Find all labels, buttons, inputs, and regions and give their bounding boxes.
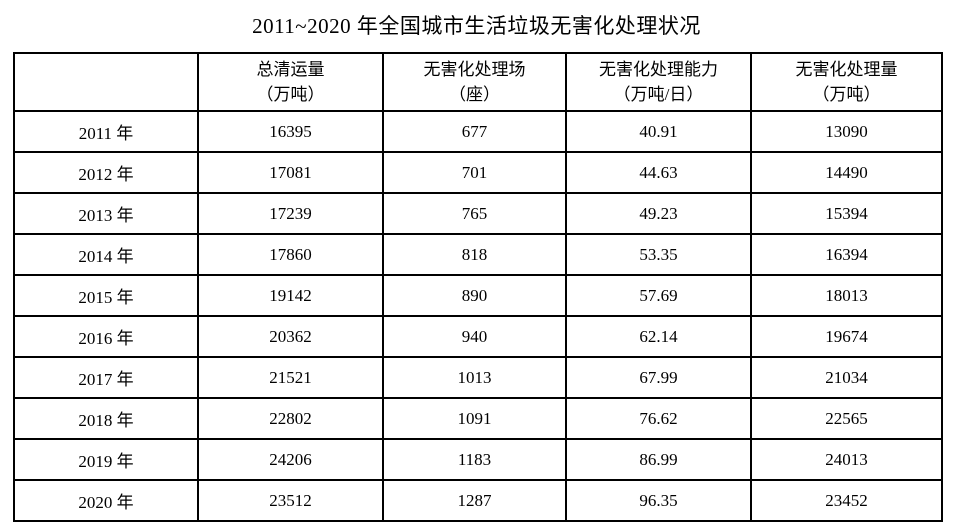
page-title: 2011~2020 年全国城市生活垃圾无害化处理状况 xyxy=(252,14,701,38)
value-cell: 19142 xyxy=(197,274,384,317)
value-cell: 53.35 xyxy=(565,233,752,276)
header-label: 总清运量 xyxy=(256,60,325,79)
header-row: 总清运量 （万吨） 无害化处理场 （座） 无害化处理能力 （万吨/日） 无害化处… xyxy=(13,52,943,112)
value-cell: 24013 xyxy=(750,438,943,481)
value-cell: 23512 xyxy=(197,479,384,522)
header-unit: （万吨/日） xyxy=(613,85,704,104)
table-row: 2012 年 17081 701 44.63 14490 xyxy=(13,151,943,194)
value-cell: 21034 xyxy=(750,356,943,399)
year-cell: 2011 年 xyxy=(13,110,199,153)
value-cell: 20362 xyxy=(197,315,384,358)
header-cell-year xyxy=(13,52,199,112)
table-row: 2020 年 23512 1287 96.35 23452 xyxy=(13,479,943,522)
table-row: 2019 年 24206 1183 86.99 24013 xyxy=(13,438,943,481)
value-cell: 44.63 xyxy=(565,151,752,194)
value-cell: 76.62 xyxy=(565,397,752,440)
year-cell: 2012 年 xyxy=(13,151,199,194)
header-unit: （万吨） xyxy=(256,85,325,104)
year-cell: 2014 年 xyxy=(13,233,199,276)
table-header: 总清运量 （万吨） 无害化处理场 （座） 无害化处理能力 （万吨/日） 无害化处… xyxy=(13,52,943,112)
value-cell: 19674 xyxy=(750,315,943,358)
waste-treatment-table: 总清运量 （万吨） 无害化处理场 （座） 无害化处理能力 （万吨/日） 无害化处… xyxy=(13,52,943,522)
header-label: 无害化处理量 xyxy=(795,60,898,79)
table-row: 2016 年 20362 940 62.14 19674 xyxy=(13,315,943,358)
year-cell: 2017 年 xyxy=(13,356,199,399)
table-row: 2013 年 17239 765 49.23 15394 xyxy=(13,192,943,235)
value-cell: 67.99 xyxy=(565,356,752,399)
value-cell: 890 xyxy=(382,274,567,317)
value-cell: 13090 xyxy=(750,110,943,153)
value-cell: 18013 xyxy=(750,274,943,317)
value-cell: 96.35 xyxy=(565,479,752,522)
value-cell: 16395 xyxy=(197,110,384,153)
header-unit: （座） xyxy=(449,85,500,104)
value-cell: 17860 xyxy=(197,233,384,276)
value-cell: 17081 xyxy=(197,151,384,194)
header-label: 无害化处理场 xyxy=(423,60,526,79)
value-cell: 701 xyxy=(382,151,567,194)
table-row: 2015 年 19142 890 57.69 18013 xyxy=(13,274,943,317)
value-cell: 1091 xyxy=(382,397,567,440)
year-cell: 2015 年 xyxy=(13,274,199,317)
table-row: 2014 年 17860 818 53.35 16394 xyxy=(13,233,943,276)
table-row: 2017 年 21521 1013 67.99 21034 xyxy=(13,356,943,399)
table-row: 2011 年 16395 677 40.91 13090 xyxy=(13,110,943,153)
value-cell: 49.23 xyxy=(565,192,752,235)
value-cell: 1183 xyxy=(382,438,567,481)
year-cell: 2019 年 xyxy=(13,438,199,481)
value-cell: 62.14 xyxy=(565,315,752,358)
year-cell: 2016 年 xyxy=(13,315,199,358)
value-cell: 1287 xyxy=(382,479,567,522)
value-cell: 86.99 xyxy=(565,438,752,481)
value-cell: 16394 xyxy=(750,233,943,276)
value-cell: 57.69 xyxy=(565,274,752,317)
value-cell: 677 xyxy=(382,110,567,153)
value-cell: 40.91 xyxy=(565,110,752,153)
header-cell-total-collected: 总清运量 （万吨） xyxy=(197,52,384,112)
year-cell: 2013 年 xyxy=(13,192,199,235)
header-cell-treatment-plants: 无害化处理场 （座） xyxy=(382,52,567,112)
value-cell: 1013 xyxy=(382,356,567,399)
value-cell: 15394 xyxy=(750,192,943,235)
table-row: 2018 年 22802 1091 76.62 22565 xyxy=(13,397,943,440)
value-cell: 765 xyxy=(382,192,567,235)
value-cell: 17239 xyxy=(197,192,384,235)
value-cell: 22802 xyxy=(197,397,384,440)
header-unit: （万吨） xyxy=(812,85,881,104)
header-label: 无害化处理能力 xyxy=(599,60,718,79)
value-cell: 21521 xyxy=(197,356,384,399)
header-cell-treatment-capacity: 无害化处理能力 （万吨/日） xyxy=(565,52,752,112)
value-cell: 23452 xyxy=(750,479,943,522)
year-cell: 2020 年 xyxy=(13,479,199,522)
header-cell-treatment-volume: 无害化处理量 （万吨） xyxy=(750,52,943,112)
value-cell: 818 xyxy=(382,233,567,276)
value-cell: 940 xyxy=(382,315,567,358)
year-cell: 2018 年 xyxy=(13,397,199,440)
table-body: 2011 年 16395 677 40.91 13090 2012 年 1708… xyxy=(13,110,943,522)
value-cell: 14490 xyxy=(750,151,943,194)
value-cell: 24206 xyxy=(197,438,384,481)
value-cell: 22565 xyxy=(750,397,943,440)
